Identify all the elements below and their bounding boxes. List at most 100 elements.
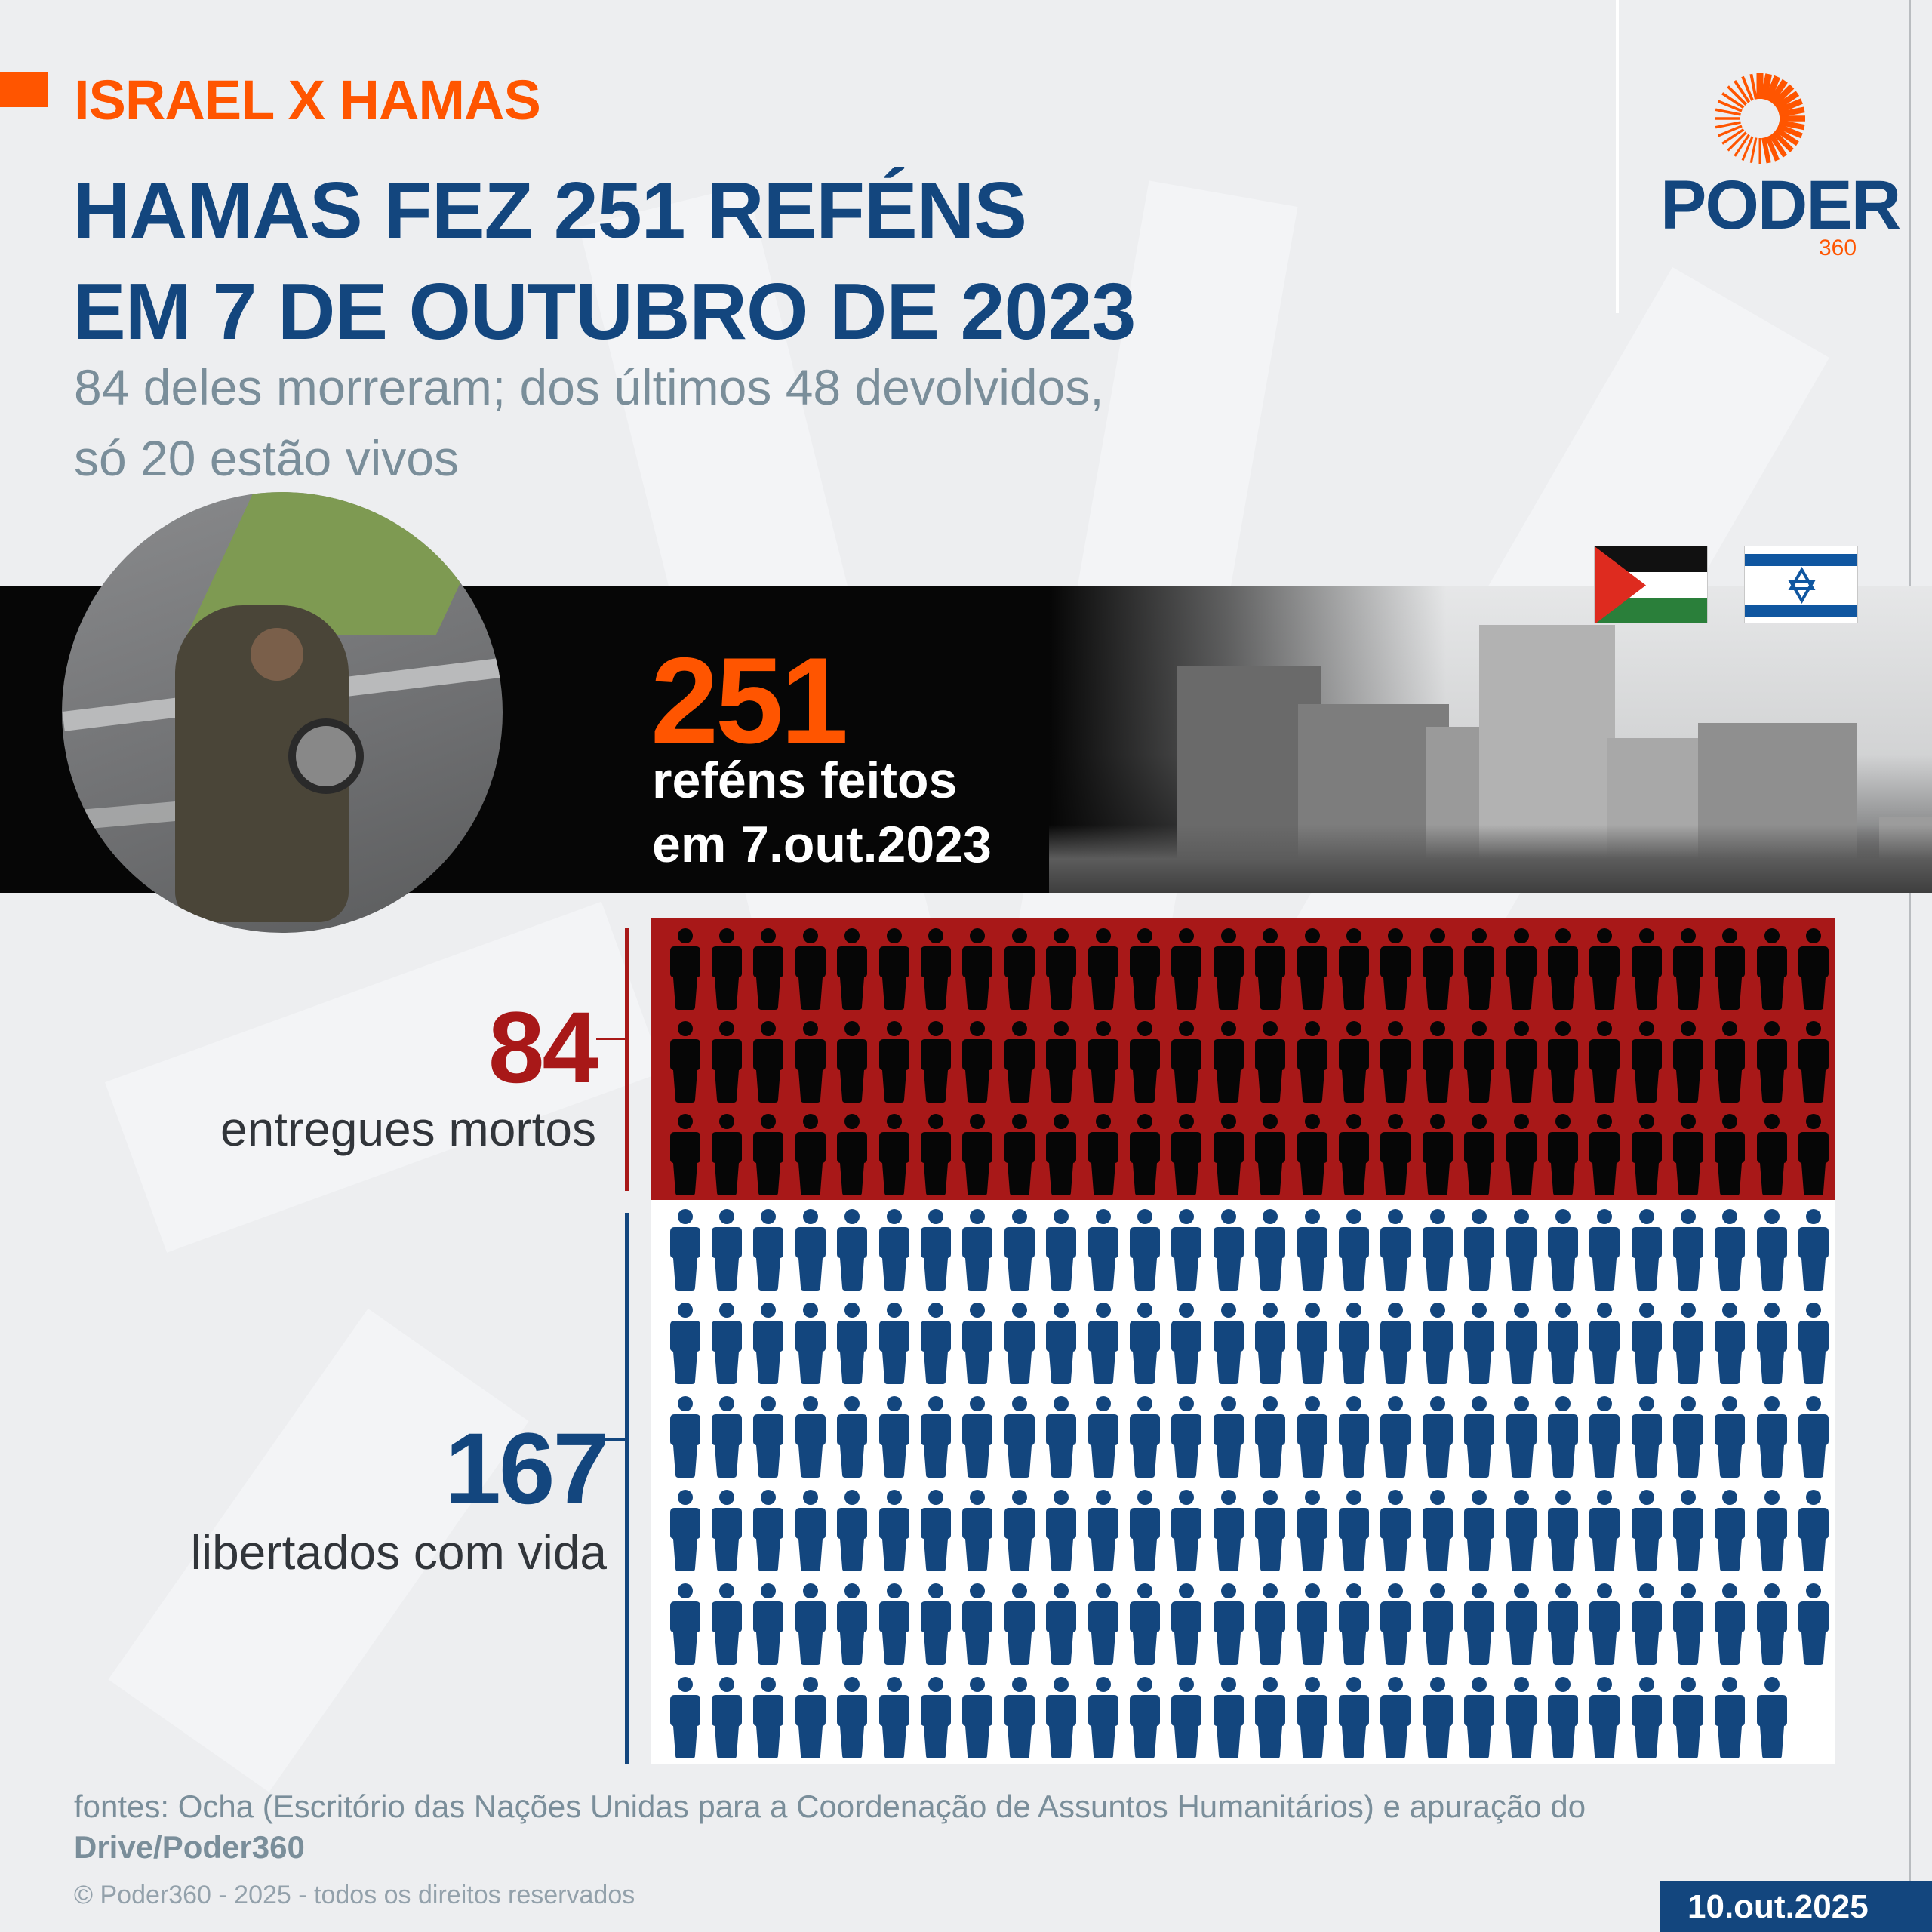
- alive-hostages-grid: [651, 1200, 1835, 1764]
- person-icon-alive: [1041, 1490, 1082, 1583]
- person-icon-dead: [664, 1021, 706, 1114]
- person-icon-alive: [957, 1583, 998, 1677]
- person-icon-dead: [1709, 928, 1751, 1021]
- person-icon-alive: [1667, 1583, 1709, 1677]
- person-icon-alive: [1626, 1209, 1667, 1303]
- title-line-1: HAMAS FEZ 251 REFÉNS: [72, 166, 1027, 255]
- person-icon-dead: [706, 928, 747, 1021]
- person-icon-alive: [957, 1303, 998, 1396]
- person-icon-alive: [832, 1583, 873, 1677]
- person-icon-alive: [1458, 1583, 1500, 1677]
- person-icon-alive: [1291, 1677, 1333, 1770]
- person-icon-alive: [873, 1490, 915, 1583]
- person-icon-dead: [832, 1114, 873, 1207]
- banner-caption-line-2: em 7.out.2023: [652, 816, 992, 873]
- person-icon-alive: [1417, 1583, 1458, 1677]
- person-icon-alive: [664, 1490, 706, 1583]
- person-icon-dead: [1793, 1021, 1835, 1114]
- person-icon-alive: [706, 1583, 747, 1677]
- person-icon-alive: [1166, 1490, 1208, 1583]
- person-icon-alive: [1542, 1490, 1583, 1583]
- person-icon-dead: [1584, 928, 1626, 1021]
- person-icon-dead: [1375, 1021, 1417, 1114]
- person-icon-alive: [789, 1209, 831, 1303]
- person-icon-dead: [748, 1021, 789, 1114]
- person-icon-alive: [706, 1677, 747, 1770]
- person-icon-alive: [1500, 1209, 1542, 1303]
- person-icon-alive: [1041, 1396, 1082, 1490]
- sources-note: fontes: Ocha (Escritório das Nações Unid…: [74, 1786, 1810, 1868]
- militants-photo: [62, 492, 503, 933]
- person-icon-alive: [1166, 1677, 1208, 1770]
- person-icon-alive: [915, 1490, 956, 1583]
- person-icon-alive: [789, 1677, 831, 1770]
- person-icon-alive: [1124, 1490, 1165, 1583]
- person-icon-alive: [957, 1396, 998, 1490]
- person-icon-alive: [1751, 1303, 1792, 1396]
- banner-caption-line-1: reféns feitos: [652, 752, 958, 809]
- person-icon-alive: [1208, 1396, 1249, 1490]
- person-icon-alive: [873, 1303, 915, 1396]
- person-icon-dead: [1041, 1021, 1082, 1114]
- kicker-marker: [0, 72, 48, 107]
- person-icon-alive: [873, 1677, 915, 1770]
- person-icon-dead: [1667, 928, 1709, 1021]
- person-icon-alive: [1709, 1490, 1751, 1583]
- person-icon-dead: [1542, 1021, 1583, 1114]
- person-icon-dead: [915, 1114, 956, 1207]
- person-icon-alive: [789, 1396, 831, 1490]
- person-icon-dead: [873, 1114, 915, 1207]
- person-icon-dead: [706, 1021, 747, 1114]
- person-icon-dead: [1458, 1114, 1500, 1207]
- person-icon-alive: [1500, 1583, 1542, 1677]
- date-badge: 10.out.2025: [1660, 1881, 1932, 1932]
- alive-label: libertados com vida: [190, 1525, 607, 1580]
- alive-bracket-tick: [596, 1438, 626, 1441]
- person-icon-alive: [1082, 1583, 1124, 1677]
- person-icon-dead: [1751, 1114, 1792, 1207]
- person-icon-alive: [706, 1303, 747, 1396]
- person-icon-alive: [1584, 1677, 1626, 1770]
- person-icon-alive: [915, 1583, 956, 1677]
- person-icon-dead: [1751, 1021, 1792, 1114]
- person-icon-dead: [748, 928, 789, 1021]
- person-icon-alive: [1584, 1490, 1626, 1583]
- person-icon-alive: [1584, 1303, 1626, 1396]
- person-icon-alive: [1291, 1209, 1333, 1303]
- person-icon-dead: [1082, 1114, 1124, 1207]
- subtitle-line-2: só 20 estão vivos: [74, 430, 459, 486]
- person-icon-dead: [873, 928, 915, 1021]
- person-icon-alive: [1249, 1583, 1291, 1677]
- person-icon-alive: [748, 1303, 789, 1396]
- person-icon-alive: [1793, 1583, 1835, 1677]
- person-icon-alive: [1709, 1396, 1751, 1490]
- person-icon-alive: [1793, 1303, 1835, 1396]
- person-icon-dead: [1249, 928, 1291, 1021]
- person-icon-dead: [1291, 1021, 1333, 1114]
- person-icon-alive: [1458, 1303, 1500, 1396]
- person-icon-alive: [1124, 1396, 1165, 1490]
- person-icon-dead: [1458, 928, 1500, 1021]
- person-icon-alive: [1249, 1490, 1291, 1583]
- person-icon-dead: [1667, 1021, 1709, 1114]
- person-icon-alive: [1417, 1677, 1458, 1770]
- palestine-flag: [1594, 546, 1708, 623]
- person-icon-alive: [998, 1303, 1040, 1396]
- person-icon-alive: [664, 1209, 706, 1303]
- person-icon-alive: [1124, 1209, 1165, 1303]
- person-icon-alive: [1082, 1396, 1124, 1490]
- person-icon-alive: [1041, 1583, 1082, 1677]
- person-icon-alive: [1041, 1303, 1082, 1396]
- person-icon-dead: [1082, 928, 1124, 1021]
- person-icon-dead: [1333, 1114, 1374, 1207]
- person-icon-dead: [915, 1021, 956, 1114]
- person-icon-alive: [1208, 1583, 1249, 1677]
- person-icon-dead: [1500, 1021, 1542, 1114]
- person-icon-alive: [1417, 1209, 1458, 1303]
- sources-bold: Drive/Poder360: [74, 1829, 305, 1865]
- person-icon-alive: [1667, 1396, 1709, 1490]
- person-icon-alive: [1458, 1396, 1500, 1490]
- person-icon-alive: [1626, 1396, 1667, 1490]
- person-icon-alive: [1458, 1490, 1500, 1583]
- person-icon-alive: [832, 1677, 873, 1770]
